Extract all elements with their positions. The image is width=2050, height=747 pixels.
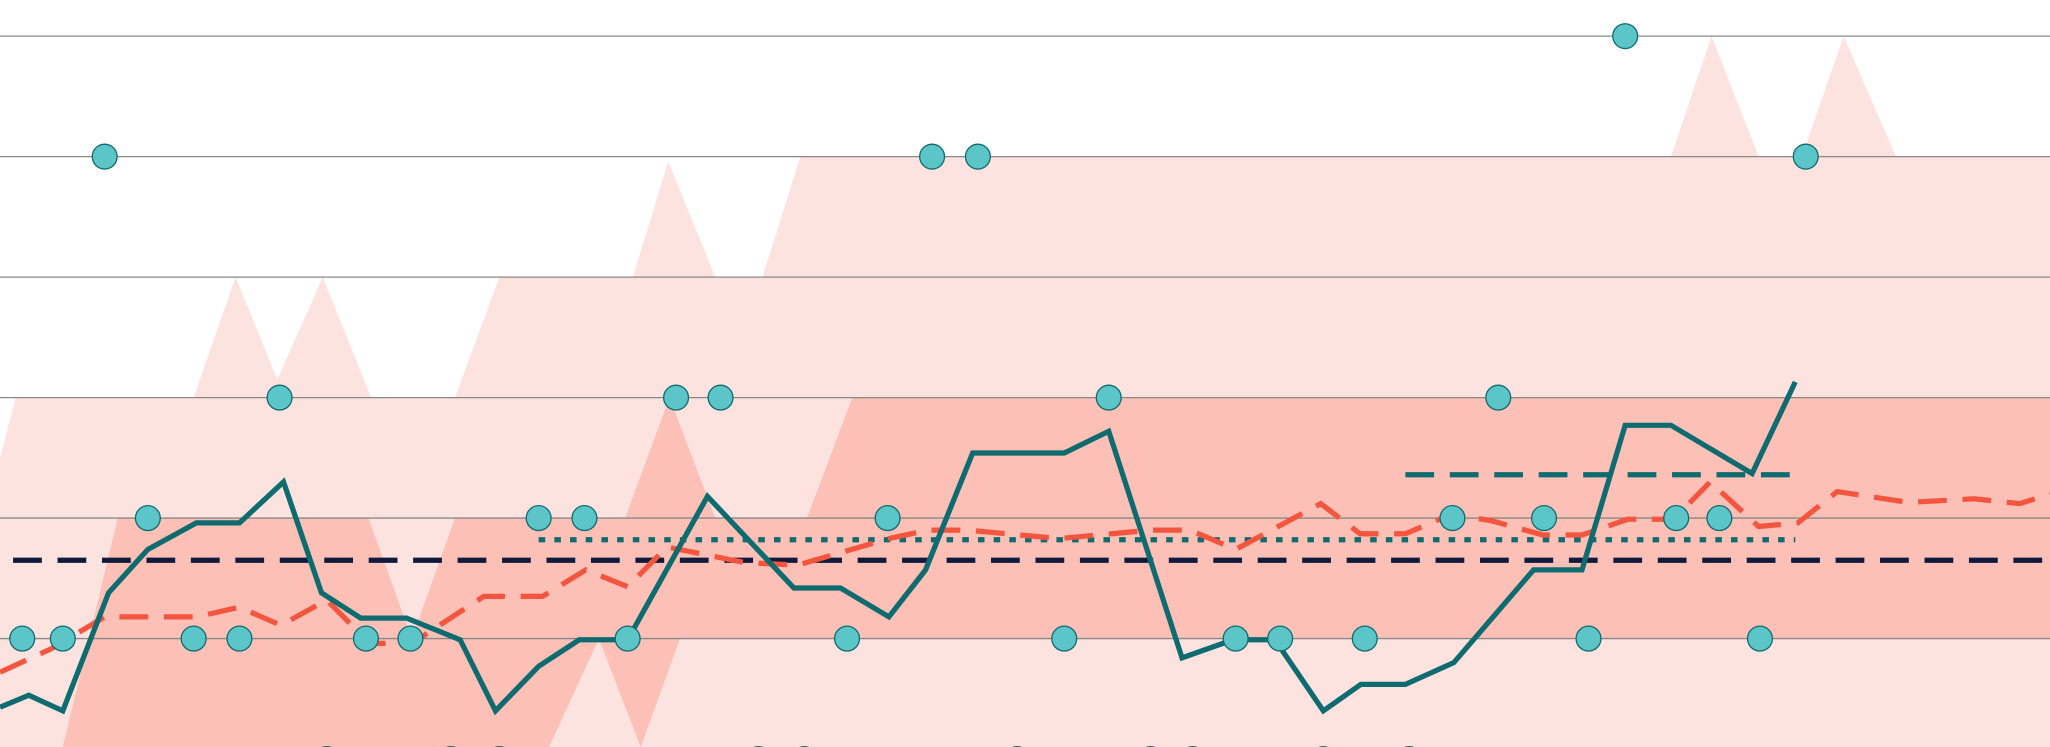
scatter-point — [180, 625, 207, 652]
scatter-point — [833, 625, 861, 652]
scatter-point — [134, 504, 161, 532]
scatter-point — [1051, 625, 1078, 652]
areas — [0, 36, 2050, 747]
scatter-point — [525, 504, 552, 532]
scatter-point — [1706, 504, 1733, 532]
series-line — [0, 478, 2050, 675]
scatter-point — [1351, 625, 1378, 652]
series-line — [0, 380, 1798, 716]
scatter-point — [352, 625, 380, 652]
scatter-point — [9, 625, 36, 652]
scatter-point — [614, 625, 641, 652]
scatter-point — [1746, 625, 1774, 652]
scatter-point — [91, 143, 118, 170]
scatter-point — [1439, 504, 1466, 532]
scatter-point — [1485, 384, 1512, 411]
band-area — [0, 638, 2050, 747]
scatter-point — [964, 143, 991, 170]
scatter-point — [49, 625, 76, 652]
scatter-point — [1575, 625, 1602, 652]
scatter-point — [662, 384, 690, 411]
scatter-point — [571, 504, 598, 532]
scatter-point — [1267, 625, 1294, 652]
scatter-point — [1792, 143, 1819, 170]
scatter-point — [266, 384, 293, 411]
scatter-point — [707, 384, 734, 411]
scatter-point — [1222, 625, 1249, 652]
scatter-point — [1663, 504, 1690, 532]
scatter-point — [1612, 23, 1639, 50]
scatter-point — [397, 625, 424, 652]
scatter-point — [919, 143, 946, 170]
scatter-point — [874, 504, 901, 532]
scatter-point — [1095, 384, 1122, 411]
scatter-point — [1530, 504, 1558, 532]
plot-area — [0, 23, 2050, 747]
scatter-point — [226, 625, 253, 652]
